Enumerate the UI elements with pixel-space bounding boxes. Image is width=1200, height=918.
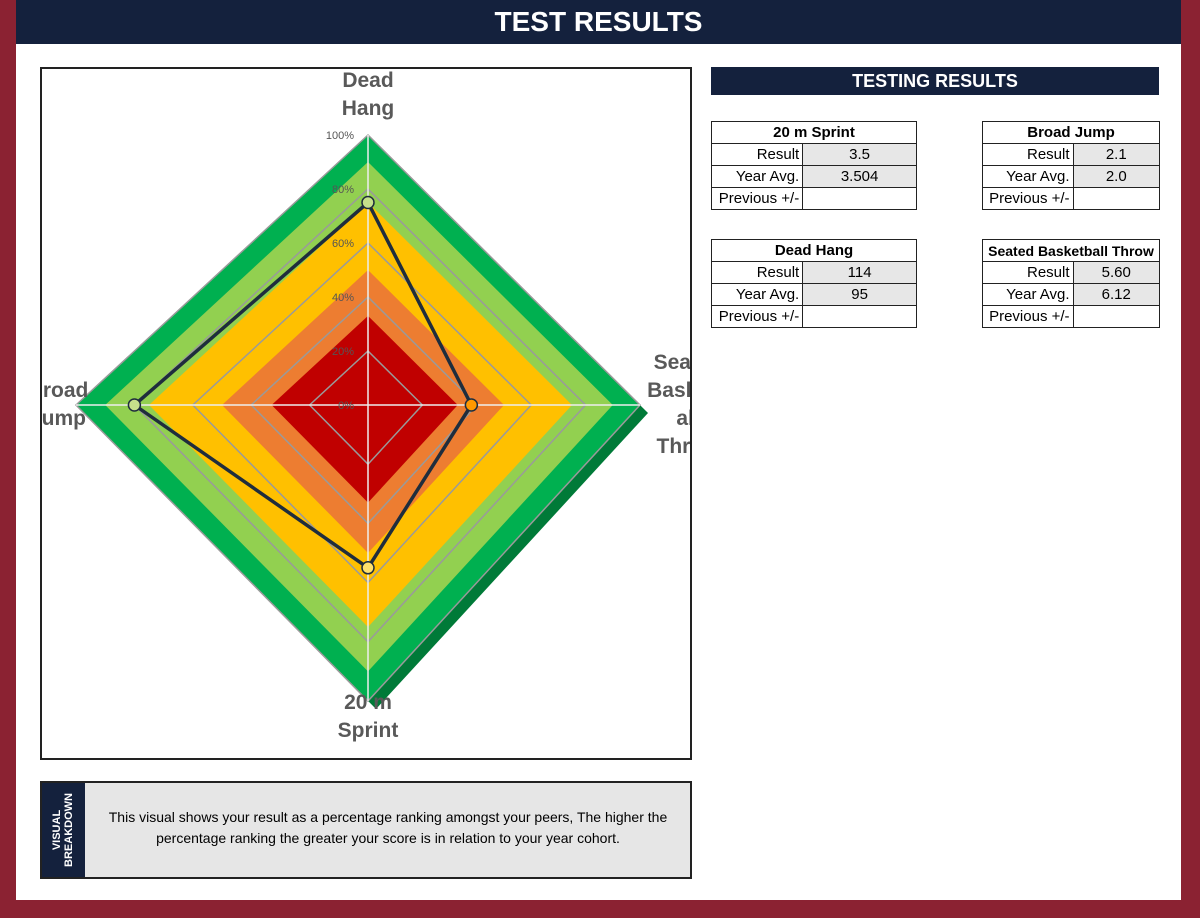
band-0-33 bbox=[271, 315, 458, 503]
previous-value bbox=[802, 187, 917, 210]
basketball-throw-results-table: Seated Basketball Throw Result 5.60 Year … bbox=[982, 239, 1161, 328]
row-label: Previous +/- bbox=[982, 305, 1074, 328]
report-sheet: TEST RESULTS 0% 20% 40% 60% 80% 100% Dead Hang S… bbox=[16, 0, 1181, 900]
category-label: 20 m bbox=[344, 691, 392, 714]
tick-label: 100% bbox=[326, 130, 354, 142]
row-label: Result bbox=[982, 143, 1074, 166]
category-label: Jump bbox=[42, 407, 86, 430]
result-value: 5.60 bbox=[1072, 261, 1161, 284]
category-label: Hang bbox=[342, 97, 395, 120]
category-label: Broad bbox=[42, 379, 88, 402]
result-value: 2.1 bbox=[1072, 143, 1161, 166]
table-title: 20 m Sprint bbox=[711, 121, 917, 144]
row-label: Previous +/- bbox=[982, 187, 1074, 210]
previous-value bbox=[1072, 305, 1161, 328]
year-avg-value: 2.0 bbox=[1072, 165, 1161, 188]
radar-chart: 0% 20% 40% 60% 80% 100% Dead Hang Seated Basketb a… bbox=[40, 67, 692, 760]
result-value: 114 bbox=[802, 261, 917, 284]
row-label: Result bbox=[710, 143, 804, 166]
tick-label: 60% bbox=[332, 238, 354, 250]
row-label: Year Avg. bbox=[982, 283, 1074, 306]
row-label: Previous +/- bbox=[710, 305, 804, 328]
previous-value bbox=[802, 305, 917, 328]
breakdown-text: This visual shows your result as a perce… bbox=[108, 809, 668, 846]
series-point-2 bbox=[361, 561, 375, 575]
tick-label: 80% bbox=[332, 184, 354, 196]
tick-label: 0% bbox=[338, 400, 354, 412]
table-title: Seated Basketball Throw bbox=[982, 239, 1160, 262]
row-label: Result bbox=[982, 261, 1074, 284]
visual-breakdown-side-label: VISUAL BREAKDOWN bbox=[42, 783, 85, 877]
table-title: Dead Hang bbox=[711, 239, 917, 262]
year-avg-value: 6.12 bbox=[1072, 283, 1161, 306]
category-label: Dead bbox=[342, 69, 393, 92]
category-label: Throw bbox=[657, 435, 691, 458]
series-point-0 bbox=[361, 195, 375, 210]
row-label: Year Avg. bbox=[710, 283, 804, 306]
page-title: TEST RESULTS bbox=[16, 0, 1181, 44]
year-avg-value: 95 bbox=[802, 283, 917, 306]
tick-label: 20% bbox=[332, 346, 354, 358]
category-label: Sprint bbox=[338, 719, 399, 742]
table-title: Broad Jump bbox=[982, 121, 1160, 144]
previous-value bbox=[1072, 187, 1161, 210]
side-label-text: VISUAL BREAKDOWN bbox=[51, 793, 75, 867]
series-point-3 bbox=[127, 398, 142, 412]
sprint-results-table: 20 m Sprint Result 3.5 Year Avg. 3.504 Pre… bbox=[710, 121, 917, 210]
side-label-line1: VISUAL bbox=[51, 809, 63, 851]
category-label: all bbox=[676, 407, 690, 430]
category-label: Basketb bbox=[647, 379, 690, 402]
category-label: Seated bbox=[654, 351, 690, 374]
testing-results-heading: TESTING RESULTS bbox=[711, 67, 1159, 95]
radar-chart-svg: 0% 20% 40% 60% 80% 100% Dead Hang Seated Basketb a… bbox=[42, 69, 691, 742]
row-label: Previous +/- bbox=[710, 187, 804, 210]
visual-breakdown-note: VISUAL BREAKDOWN This visual shows your r… bbox=[40, 781, 692, 879]
series-point-1 bbox=[464, 398, 479, 412]
row-label: Result bbox=[710, 261, 804, 284]
dead-hang-results-table: Dead Hang Result 114 Year Avg. 95 Previous… bbox=[710, 239, 917, 328]
result-value: 3.5 bbox=[802, 143, 917, 166]
side-label-line2: BREAKDOWN bbox=[63, 793, 75, 867]
tick-label: 40% bbox=[332, 292, 354, 304]
row-label: Year Avg. bbox=[982, 165, 1074, 188]
row-label: Year Avg. bbox=[710, 165, 804, 188]
broad-jump-results-table: Broad Jump Result 2.1 Year Avg. 2.0 Previo… bbox=[982, 121, 1161, 210]
year-avg-value: 3.504 bbox=[802, 165, 917, 188]
